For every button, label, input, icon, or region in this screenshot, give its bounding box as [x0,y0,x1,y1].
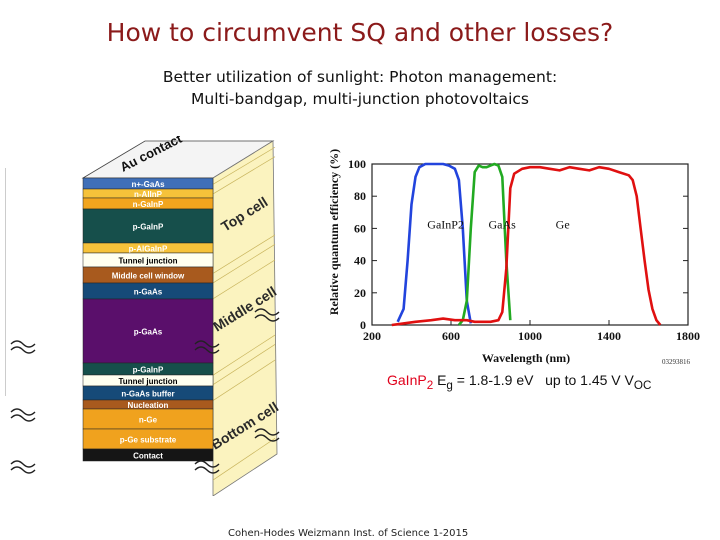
stack-layer-label: p-Ge substrate [120,436,177,445]
subtitle-line-2: Multi-bandgap, multi-junction photovolta… [191,90,529,108]
stack-layer-label: n-GaAs buffer [121,390,174,399]
figure-id: 03293816 [662,358,691,366]
side-stripe [212,344,276,385]
subtitle-line-1: Better utilization of sunlight: Photon m… [162,68,558,86]
stack-layer: n-GaAs buffer [82,385,214,401]
x-tick-label: 1000 [518,329,542,343]
stack-layer-label: Tunnel junction [119,257,178,266]
stack-layer: p-GaAs [82,298,214,364]
stack-layer-label: Tunnel junction [119,377,178,386]
series-label: GaAs [489,217,517,231]
stack-layer-label: n+-GaAs [131,180,165,189]
stack-layer-label: n-GaAs [134,288,163,297]
chart-ylabel: Relative quantum efficiency (%) [327,149,341,315]
stack-layer: Tunnel junction [82,374,214,387]
side-stripe [212,156,276,195]
eq-eg-sub: g [446,378,453,392]
stack-layer: p-Ge substrate [82,428,214,450]
gainp-bandgap-equation: GaInP2 Eg = 1.8-1.9 eV up to 1.45 V VOC [387,372,651,392]
side-stripe [212,359,276,401]
stack-layer-label: p-AlGaInP [129,245,168,254]
stack-layer: p-AlGaInP [82,242,214,254]
stack-layer-label: n-Ge [139,416,158,425]
series-line-ge [391,165,662,327]
eq-material: GaInP [387,372,427,388]
eq-eg-symbol: E [437,372,447,388]
stack-layer-label: p-GaInP [133,366,164,375]
x-tick-label: 200 [363,329,381,343]
y-tick-label: 0 [360,318,366,332]
y-tick-label: 40 [354,254,366,268]
series-line-gaas [457,162,512,326]
y-tick-label: 20 [354,286,366,300]
series-line-gainp2 [396,162,473,324]
stack-layer: Nucleation [82,399,214,410]
y-tick-label: 60 [354,221,366,235]
stack-layer-rect [82,448,214,462]
stack-layer: p-GaInP [82,208,214,244]
stack-layer: n-Ge [82,408,214,430]
slide-subtitle: Better utilization of sunlight: Photon m… [0,66,720,110]
stack-layer: n+-GaAs [82,177,214,190]
stack-layer: Middle cell window [82,266,214,284]
cell-stack-figure: Au contact Top cell Middle cell Bottom c… [5,136,281,496]
eq-voc-sub: OC [633,378,652,392]
stack-layer: n-AlInP [82,188,214,199]
stack-layer-rect [82,208,214,244]
stack-layer-label: Middle cell window [112,272,185,281]
quantum-efficiency-chart: Relative quantum efficiency (%) 0 20 40 60 8… [327,149,700,366]
stack-layer: Contact [82,448,214,462]
stack-layer: p-GaInP [82,362,214,376]
stack-layer-label: Contact [133,452,163,461]
stack-layer-label: p-GaAs [134,328,163,337]
y-tick-label: 100 [348,157,366,171]
side-stripe [212,234,276,274]
break-marks [10,308,280,474]
side-stripe [212,146,276,185]
slide-credit: Cohen-Hodes Weizmann Inst. of Science 1-… [228,528,469,539]
stack-layer-label: n-AlInP [134,190,163,199]
eq-voc-text: up to 1.45 V V [545,372,634,388]
side-stripe [212,438,276,481]
x-tick-label: 1800 [676,329,700,343]
eq-eg-value: = 1.8-1.9 eV [456,372,534,388]
plot-frame [371,163,689,326]
side-stripe [212,243,276,284]
stack-layer: Tunnel junction [82,252,214,268]
y-tick-label: 80 [354,189,366,203]
x-tick-label: 600 [442,329,460,343]
stack-layer-label: p-GaInP [133,223,164,232]
chart-xlabel: Wavelength (nm) [482,351,570,365]
stack-layer: n-GaAs [82,282,214,300]
stack-layer-label: n-GaInP [133,200,164,209]
side-stripe [212,259,276,300]
side-stripe [212,334,276,376]
stack-layer: n-GaInP [82,197,214,210]
eq-material-sub: 2 [426,378,434,392]
stack-layer-label: Nucleation [128,401,169,410]
x-tick-label: 1400 [597,329,621,343]
slide-title: How to circumvent SQ and other losses? [106,18,614,47]
series-label: GaInP2 [427,217,464,231]
series-label: Ge [556,217,570,231]
